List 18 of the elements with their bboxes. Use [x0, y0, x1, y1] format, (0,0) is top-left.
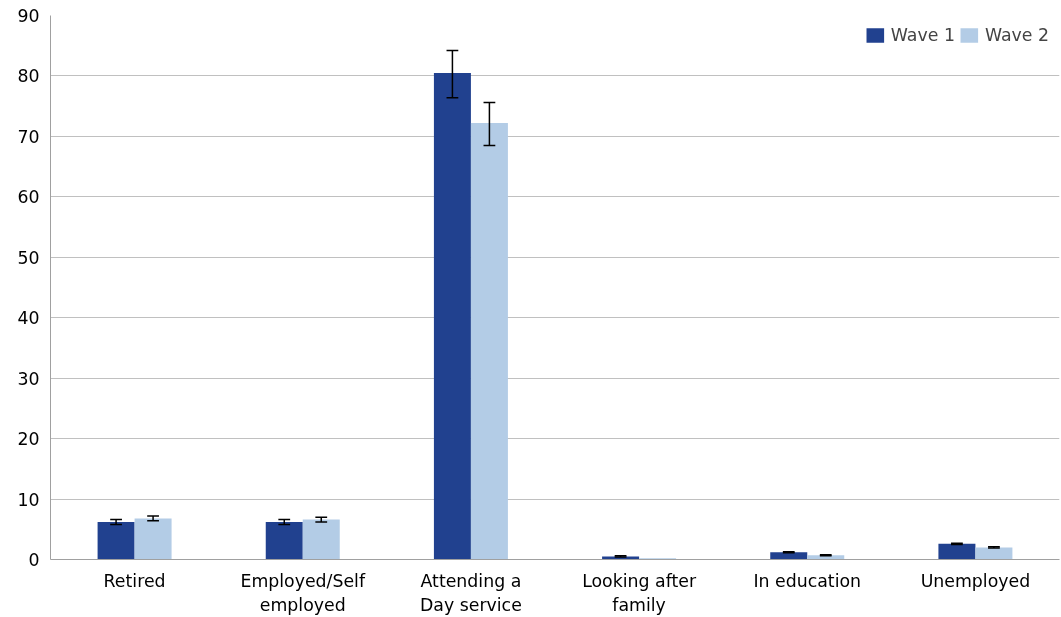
y-tick-label: 50	[17, 247, 40, 268]
x-tick-label: Retired	[103, 570, 166, 591]
legend-label: Wave 1	[890, 25, 955, 45]
x-tick-label: Employed/Self employed	[240, 570, 366, 615]
x-tick-label: Looking after family	[582, 570, 697, 615]
y-tick-label: 40	[17, 308, 40, 329]
y-tick-label: 20	[17, 429, 40, 450]
y-tick-label: 70	[17, 126, 40, 147]
legend-label: Wave 2	[984, 25, 1049, 45]
x-tick-label: In education	[753, 570, 862, 591]
y-tick-label: 10	[17, 489, 40, 510]
y-tick-label: 80	[17, 66, 40, 87]
x-tick-label: Attending a Day service	[420, 570, 522, 615]
y-tick-label: 60	[17, 187, 40, 208]
x-tick-label: Unemployed	[920, 570, 1031, 591]
y-tick-label: 90	[17, 6, 40, 26]
y-tick-label: 0	[28, 550, 40, 570]
y-tick-label: 30	[17, 368, 40, 389]
